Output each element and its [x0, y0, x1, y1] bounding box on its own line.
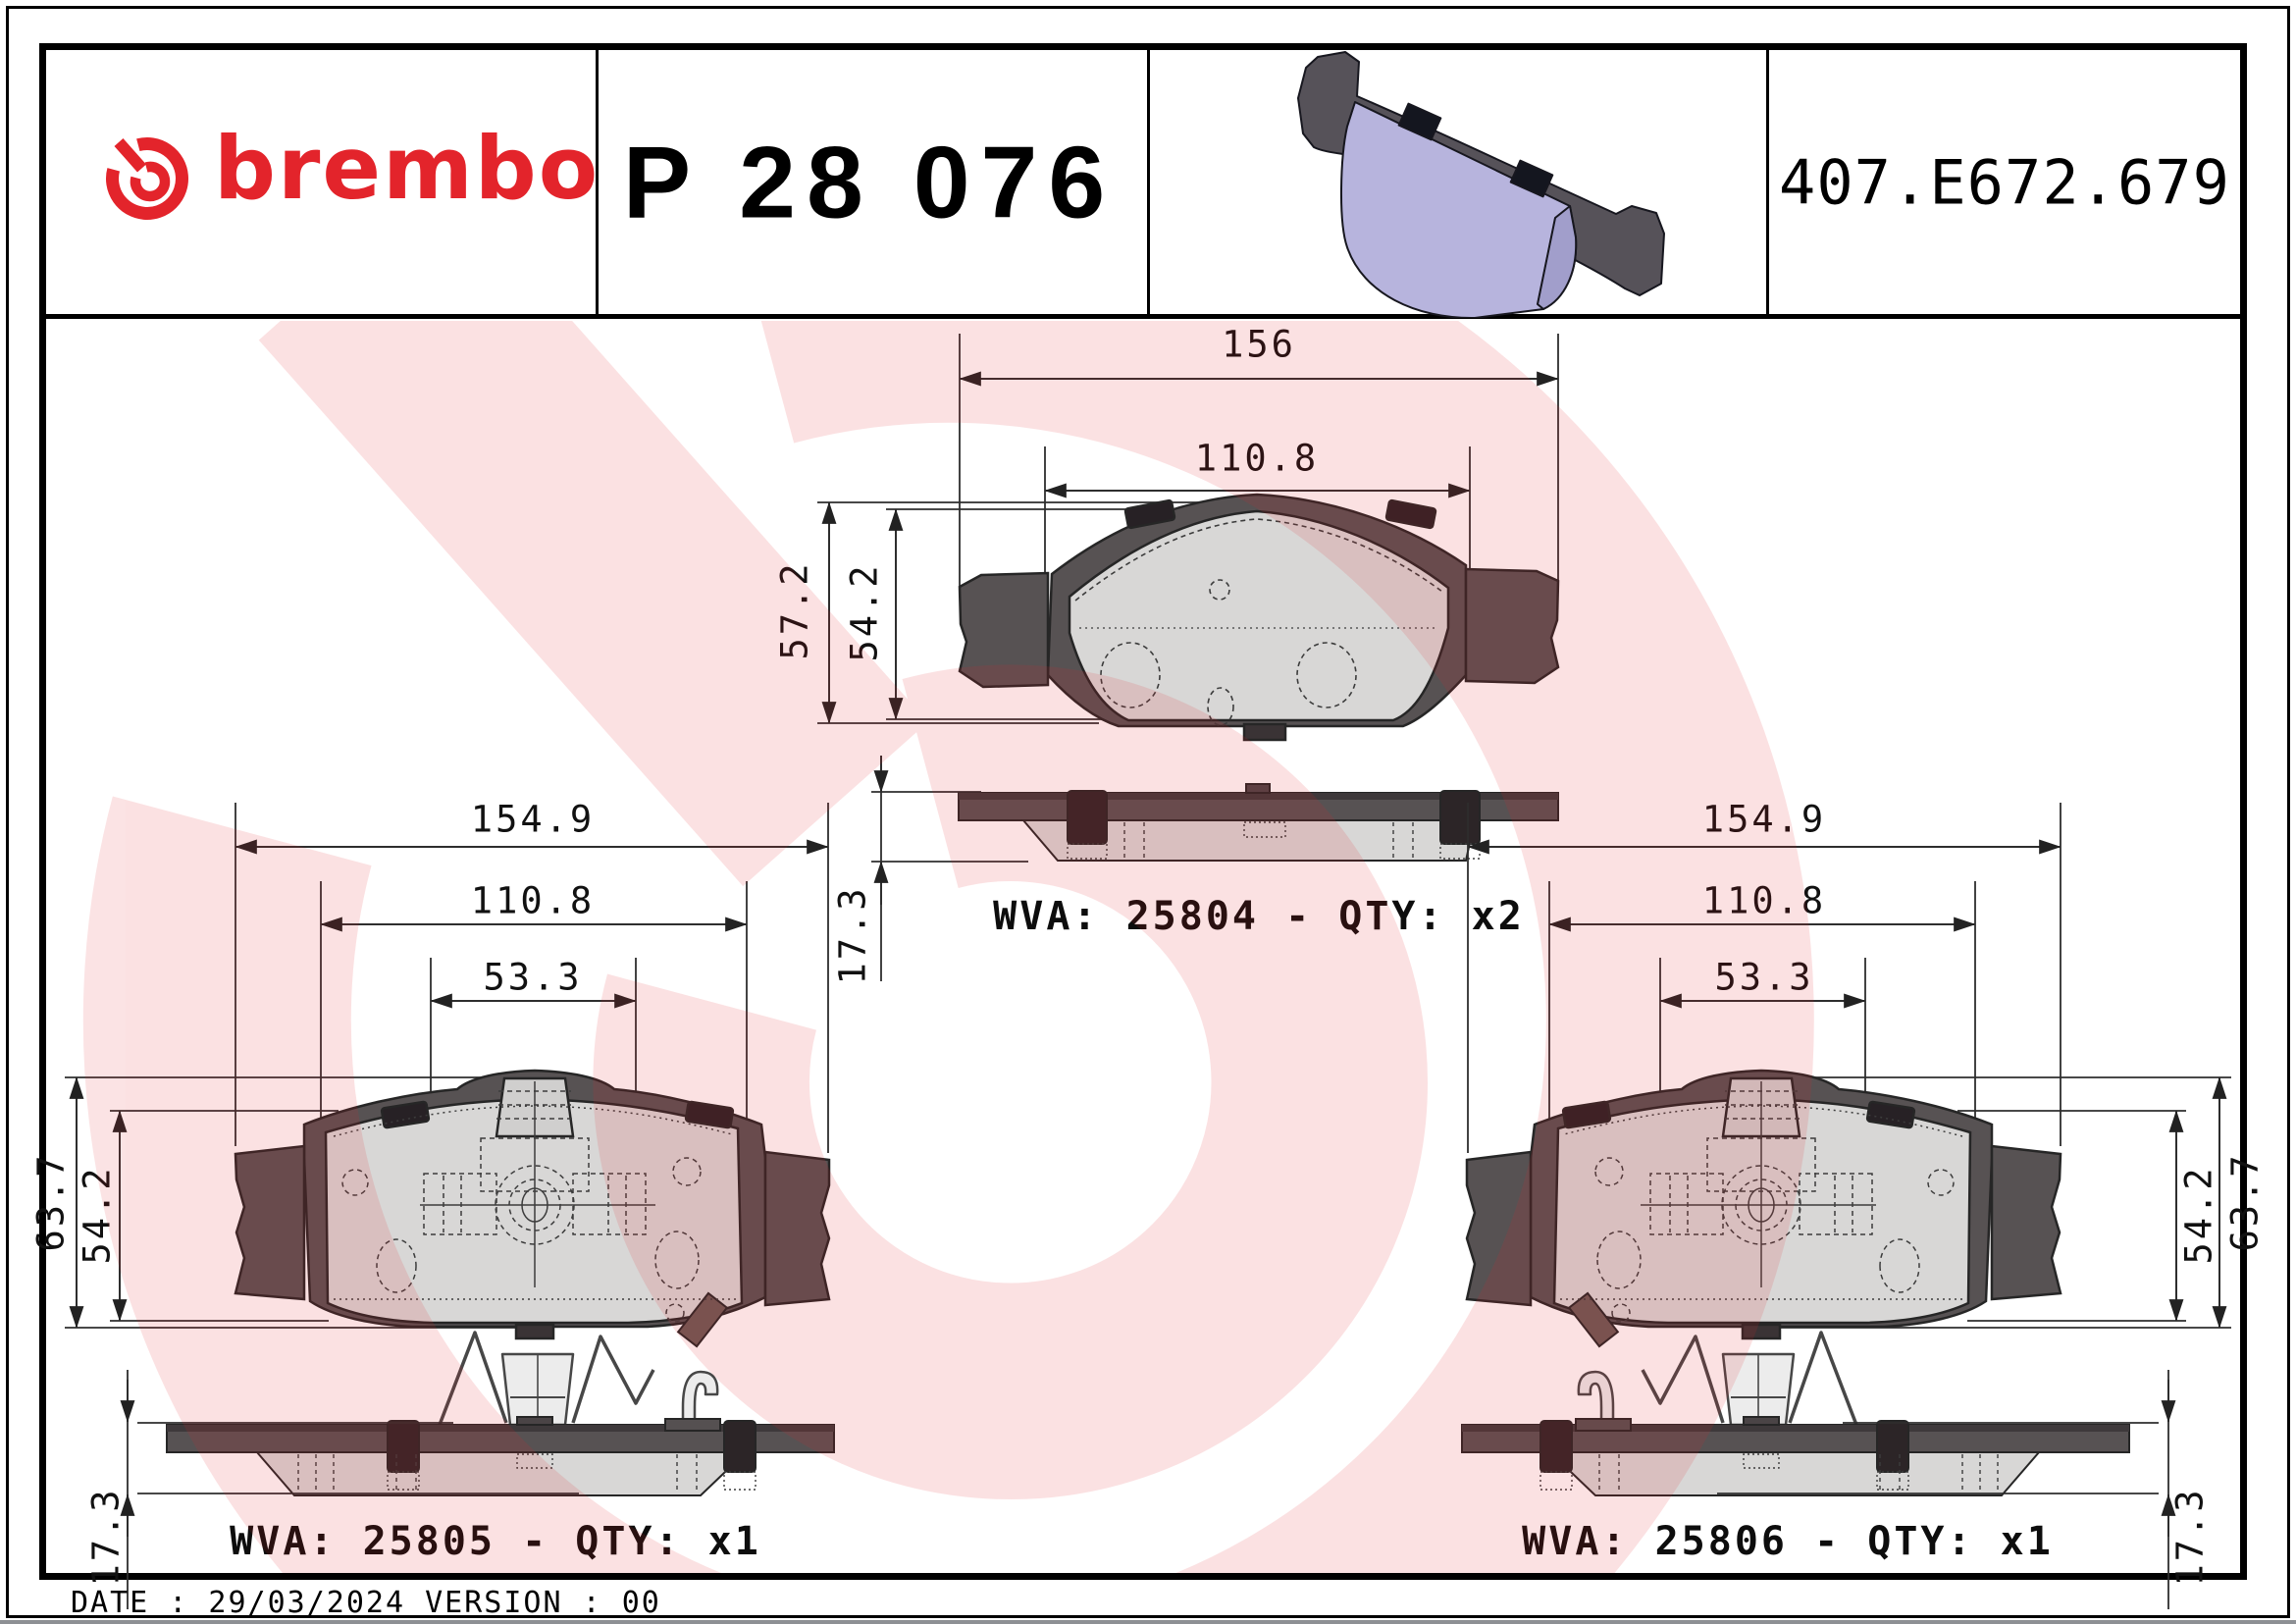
dim-label-thickness-right: 17.3 [2168, 1487, 2212, 1587]
catalog-number: 407.E672.679 [1779, 146, 2230, 219]
dim-label-pad-height-top: 54.2 [843, 562, 886, 662]
dim-label-spring-span-left: 53.3 [483, 956, 583, 999]
dim-label-pad-width-right: 110.8 [1701, 879, 1827, 922]
part-number: P 28 076 [622, 126, 1117, 240]
dim-label-outer-height-top: 57.2 [773, 560, 816, 660]
wva-label-top: WVA: 25804 - QTY: x2 [993, 894, 1525, 939]
wva-label-left: WVA: 25805 - QTY: x1 [230, 1519, 761, 1564]
dim-label-outer-height-right: 63.7 [2223, 1152, 2267, 1252]
header-divider-3 [1766, 50, 1769, 314]
header-divider-2 [1147, 50, 1150, 314]
drawing-frame [39, 43, 2247, 1580]
dim-label-pad-height-right: 54.2 [2177, 1165, 2220, 1265]
brand-wordmark: brembo [214, 118, 600, 219]
dim-label-pad-height-left: 54.2 [76, 1165, 119, 1265]
dim-label-overall-width-right: 154.9 [1701, 798, 1827, 841]
dim-label-pad-width-top: 110.8 [1194, 437, 1320, 480]
dim-label-thickness-top: 17.3 [831, 885, 874, 985]
dim-label-pad-width-left: 110.8 [470, 879, 596, 922]
dim-label-outer-height-left: 63.7 [29, 1152, 73, 1252]
dim-label-overall-width-left: 154.9 [470, 798, 596, 841]
wva-label-right: WVA: 25806 - QTY: x1 [1522, 1519, 2054, 1564]
header-separator [46, 314, 2240, 319]
header-divider-1 [596, 50, 599, 314]
dim-label-spring-span-right: 53.3 [1714, 956, 1814, 999]
page-outer-border [6, 6, 2290, 1618]
date-version-line: DATE : 29/03/2024 VERSION : 00 [71, 1586, 661, 1620]
dim-label-overall-width-top: 156 [1222, 323, 1296, 366]
dim-label-thickness-left: 17.3 [84, 1487, 128, 1587]
